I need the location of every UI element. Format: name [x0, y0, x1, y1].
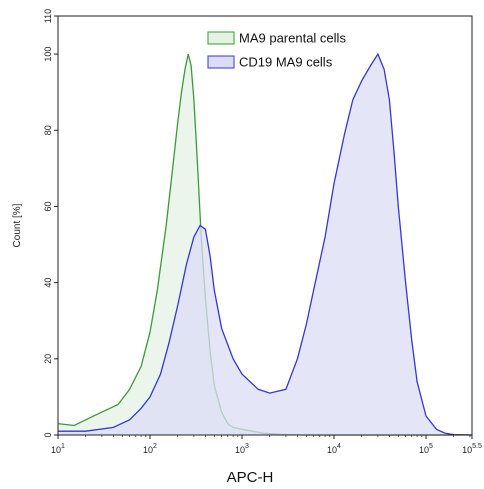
series-area-0: [58, 54, 472, 435]
x-axis: 101 102 103 104 105 105.5: [51, 435, 482, 455]
y-tick-label: 100: [43, 47, 53, 62]
legend-swatch-0: [207, 31, 235, 45]
legend-label-0: MA9 parental cells: [239, 31, 346, 46]
x-tick-label: 103: [235, 443, 249, 455]
legend: MA9 parental cells CD19 MA9 cells: [207, 31, 346, 70]
y-tick-label: 80: [43, 125, 53, 135]
legend-label-1: CD19 MA9 cells: [239, 55, 333, 70]
y-tick-label: 0: [43, 432, 53, 437]
x-tick-label: 101: [51, 443, 65, 455]
series-area-1: [58, 54, 472, 435]
x-tick-label: 102: [143, 443, 157, 455]
y-axis-label: Count [%]: [12, 203, 23, 247]
x-tick-label: 104: [327, 443, 341, 455]
series-line-1: [58, 52, 473, 436]
x-axis-label: APC-H: [227, 469, 274, 486]
series-layer: [57, 52, 473, 436]
y-axis: 0 20 40 60 80 100 110: [43, 9, 58, 438]
y-tick-label: 20: [43, 354, 53, 364]
plot-frame: [57, 15, 473, 436]
y-tick-label: 110: [43, 9, 53, 23]
x-tick-label: 105.5: [462, 443, 482, 455]
legend-swatch-1: [207, 55, 235, 69]
y-tick-label: 60: [43, 201, 53, 211]
y-tick-label: 40: [43, 278, 53, 288]
x-tick-label: 105: [419, 443, 433, 455]
